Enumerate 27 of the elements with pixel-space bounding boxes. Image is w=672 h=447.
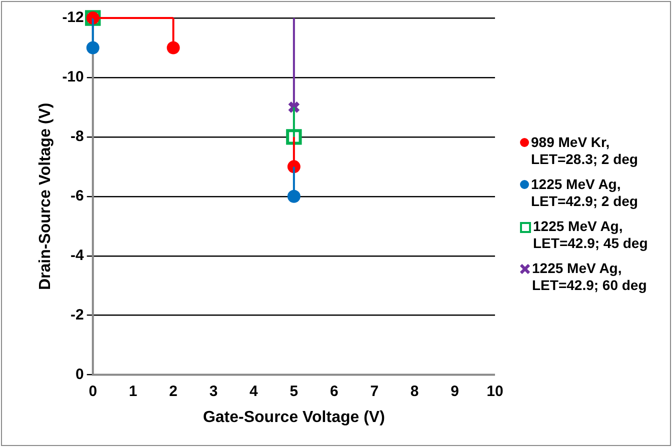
y-tick-label: -8 xyxy=(70,128,84,146)
point xyxy=(86,41,100,54)
y-tick-label: -2 xyxy=(70,306,84,324)
x-tick-label: 3 xyxy=(209,382,218,400)
x-tick-label: 5 xyxy=(290,382,298,400)
x-tick-label: 8 xyxy=(410,382,419,400)
x-tick-label: 2 xyxy=(169,382,178,400)
x-tick-label: 0 xyxy=(88,382,98,400)
y-tick-label: -10 xyxy=(62,68,84,86)
point xyxy=(287,190,300,203)
y-tick-label: 0 xyxy=(76,366,84,383)
x-tick-label: 4 xyxy=(250,382,259,400)
legend-label: 1225 MeV Ag, LET=42.9; 45 deg xyxy=(533,218,649,252)
y-axis-title: Drain-Source Voltage (V) xyxy=(37,102,54,290)
y-tick-label: -6 xyxy=(70,188,84,205)
legend-label: 1225 MeV Ag, LET=42.9; 2 deg xyxy=(531,176,639,210)
legend-label: 989 MeV Kr, LET=28.3; 2 deg xyxy=(531,134,639,168)
y-tick-label: -12 xyxy=(62,9,84,26)
x-tick-label: 10 xyxy=(486,382,504,400)
y-tick-label: -4 xyxy=(70,247,85,264)
x-tick-label: 6 xyxy=(330,382,338,400)
x-tick-label: 1 xyxy=(128,382,138,400)
x-tick-label: 9 xyxy=(450,382,459,400)
point xyxy=(166,41,180,54)
legend-label: 1225 MeV Ag, LET=42.9; 60 deg xyxy=(532,260,648,294)
x-tick-label: 7 xyxy=(370,382,379,400)
x-axis-title: Gate-Source Voltage (V) xyxy=(202,408,385,426)
